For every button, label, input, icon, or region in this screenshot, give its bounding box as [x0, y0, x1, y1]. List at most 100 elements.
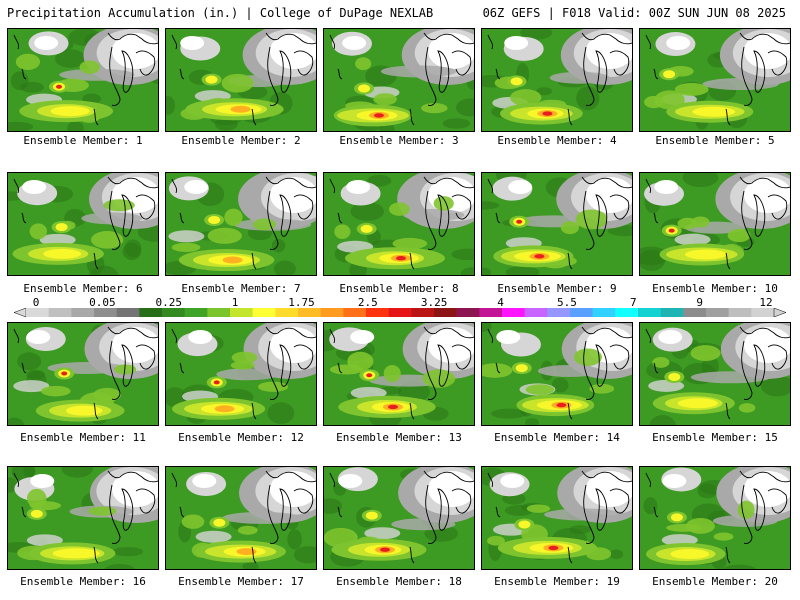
ensemble-member-label: Ensemble Member: 2 — [181, 134, 301, 147]
ensemble-member-label: Ensemble Member: 10 — [652, 282, 778, 295]
precip-field — [324, 29, 474, 131]
legend-color-swatch — [547, 308, 571, 317]
precip-field — [166, 323, 316, 425]
ensemble-member-map — [7, 28, 159, 132]
ensemble-member-map — [639, 322, 791, 426]
ensemble-member-label: Ensemble Member: 14 — [494, 431, 620, 444]
ensemble-member-label: Ensemble Member: 20 — [652, 575, 778, 588]
ensemble-member-label: Ensemble Member: 17 — [178, 575, 304, 588]
legend-color-swatch — [26, 308, 49, 317]
ensemble-member-map — [7, 466, 159, 570]
legend-color-swatch — [162, 308, 185, 317]
legend-tick-label: 1 — [231, 296, 239, 309]
ensemble-member-label: Ensemble Member: 6 — [23, 282, 143, 295]
ensemble-member-map — [639, 28, 791, 132]
ensemble-member-label: Ensemble Member: 19 — [494, 575, 620, 588]
ensemble-member-map — [165, 172, 317, 276]
ensemble-member-map — [165, 322, 317, 426]
ensemble-member-map — [323, 28, 475, 132]
precip-field — [482, 29, 632, 131]
legend-color-swatch — [615, 308, 639, 317]
precip-field — [8, 467, 158, 569]
legend-tick-label: 2.5 — [357, 296, 378, 309]
precip-field — [640, 173, 790, 275]
ensemble-member-map — [481, 172, 633, 276]
legend-color-swatch — [320, 308, 344, 317]
ensemble-member-map — [7, 172, 159, 276]
legend-tick-label: 9 — [696, 296, 703, 309]
ensemble-member-label: Ensemble Member: 16 — [20, 575, 146, 588]
ensemble-member-label: Ensemble Member: 18 — [336, 575, 462, 588]
ensemble-member-label: Ensemble Member: 15 — [652, 431, 778, 444]
precip-field — [8, 29, 158, 131]
legend-color-swatch — [116, 308, 140, 317]
model-run-info: 06Z GEFS | F018 Valid: 00Z SUN JUN 08 20… — [482, 6, 786, 20]
ensemble-member-label: Ensemble Member: 13 — [336, 431, 462, 444]
ensemble-member-map — [323, 466, 475, 570]
legend-color-swatch — [298, 308, 321, 317]
legend-color-swatch — [411, 308, 435, 317]
legend-tick-label: 3.25 — [420, 296, 448, 309]
legend-color-swatch — [230, 308, 253, 317]
legend-color-swatch — [728, 308, 752, 317]
legend-color-swatch — [139, 308, 163, 317]
legend-tick-label: 4 — [497, 296, 504, 309]
ensemble-member-label: Ensemble Member: 12 — [178, 431, 304, 444]
legend-color-swatch — [706, 308, 729, 317]
legend-tick-label: 5.5 — [556, 296, 577, 309]
ensemble-member-label: Ensemble Member: 3 — [339, 134, 459, 147]
precip-field — [640, 467, 790, 569]
ensemble-member-map — [165, 28, 317, 132]
legend-color-swatch — [479, 308, 503, 317]
precip-field — [8, 173, 158, 275]
precip-field — [324, 467, 474, 569]
precip-field — [324, 173, 474, 275]
legend-tick-label: 12 — [759, 296, 773, 309]
precip-field — [640, 323, 790, 425]
legend-tick-label: 7 — [629, 296, 637, 309]
ensemble-member-label: Ensemble Member: 5 — [655, 134, 775, 147]
ensemble-member-label: Ensemble Member: 8 — [339, 282, 459, 295]
precip-field — [482, 173, 632, 275]
ensemble-member-map — [323, 322, 475, 426]
legend-color-swatch — [502, 308, 525, 317]
legend-color-swatch — [48, 308, 72, 317]
legend-color-swatch — [366, 308, 389, 317]
legend-color-swatch — [71, 308, 95, 317]
chart-title: Precipitation Accumulation (in.) | Colle… — [7, 6, 434, 20]
legend-color-swatch — [683, 308, 707, 317]
ensemble-member-map — [7, 322, 159, 426]
legend-max-arrow — [773, 308, 786, 317]
precip-color-legend: 0 0.05 0.25 1 1.75 2.5 3.25 4 5.5 7 9 12 — [14, 296, 786, 320]
legend-color-swatch — [207, 308, 231, 317]
legend-color-swatch — [388, 308, 412, 317]
legend-color-swatch — [94, 308, 117, 317]
legend-color-swatch — [660, 308, 684, 317]
ensemble-member-label: Ensemble Member: 1 — [23, 134, 143, 147]
legend-tick-label: 0.25 — [155, 296, 182, 309]
ensemble-member-label: Ensemble Member: 4 — [497, 134, 617, 147]
legend-color-swatch — [434, 308, 457, 317]
ensemble-member-map — [481, 28, 633, 132]
ensemble-member-label: Ensemble Member: 11 — [20, 431, 146, 444]
legend-min-arrow — [14, 308, 27, 317]
legend-color-swatch — [184, 308, 208, 317]
legend-tick-label: 0 — [32, 296, 40, 309]
legend-color-swatch — [524, 308, 548, 317]
legend-color-bar — [14, 308, 786, 317]
ensemble-member-map — [165, 466, 317, 570]
legend-color-swatch — [751, 308, 775, 317]
legend-color-swatch — [252, 308, 276, 317]
ensemble-member-label: Ensemble Member: 7 — [181, 282, 301, 295]
ensemble-member-map — [481, 466, 633, 570]
precip-field — [166, 467, 316, 569]
legend-color-swatch — [570, 308, 593, 317]
precip-field — [640, 29, 790, 131]
ensemble-member-label: Ensemble Member: 9 — [497, 282, 617, 295]
precip-field — [8, 323, 158, 425]
legend-color-swatch — [638, 308, 661, 317]
precip-field — [166, 173, 316, 275]
precip-field — [482, 467, 632, 569]
legend-color-swatch — [456, 308, 480, 317]
legend-color-swatch — [343, 308, 367, 317]
